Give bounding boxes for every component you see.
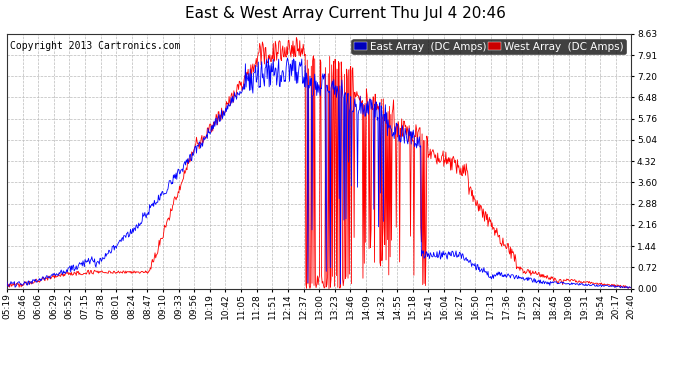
Text: East & West Array Current Thu Jul 4 20:46: East & West Array Current Thu Jul 4 20:4…: [184, 6, 506, 21]
Legend: East Array  (DC Amps), West Array  (DC Amps): East Array (DC Amps), West Array (DC Amp…: [351, 39, 626, 54]
Text: Copyright 2013 Cartronics.com: Copyright 2013 Cartronics.com: [10, 41, 180, 51]
